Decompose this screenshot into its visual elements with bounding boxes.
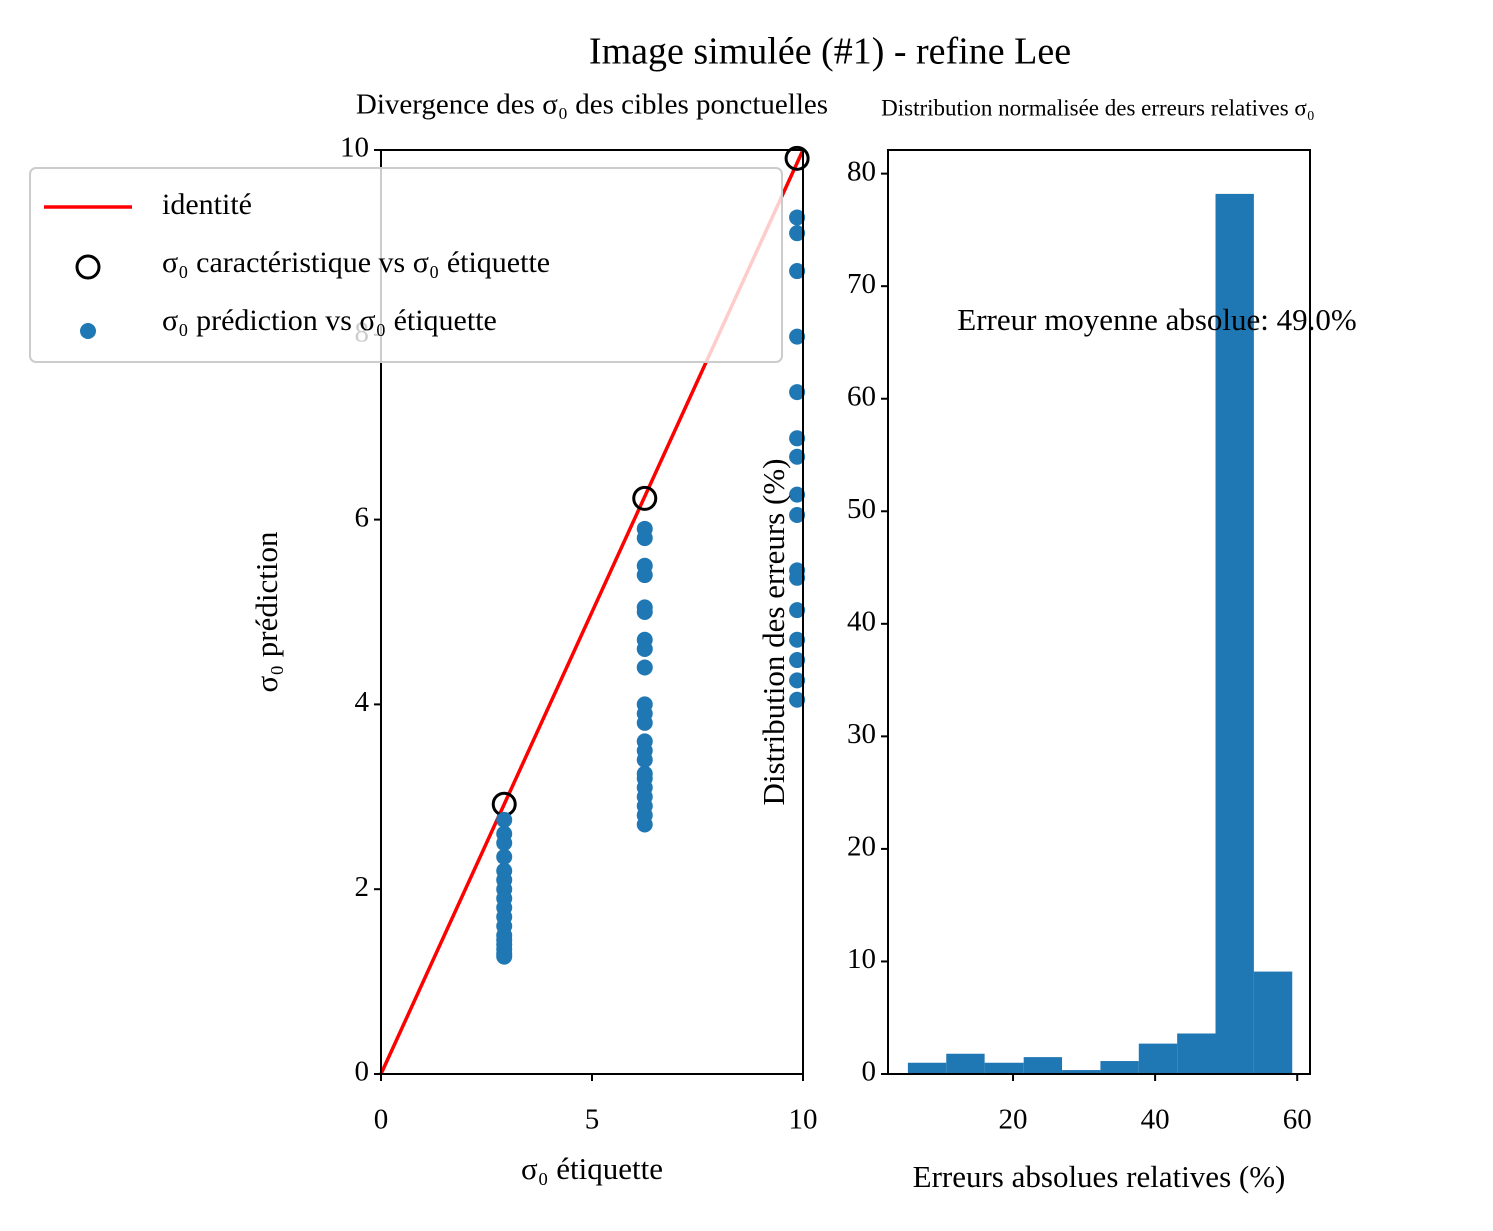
y-tick-label: 10 bbox=[340, 132, 369, 164]
legend: identité σ₀ caractéristique vs σ₀ étiquet… bbox=[29, 167, 783, 363]
prediction-point bbox=[636, 816, 653, 833]
y-axis-label: σ₀ prédiction bbox=[249, 531, 284, 692]
y-tick-label: 30 bbox=[847, 718, 876, 750]
prediction-point bbox=[636, 604, 653, 620]
prediction-point bbox=[789, 448, 806, 465]
y-axis-label: Distribution des erreurs (%) bbox=[756, 459, 791, 806]
legend-label: σ₀ caractéristique vs σ₀ étiquette bbox=[162, 246, 550, 279]
prediction-point bbox=[636, 714, 653, 731]
prediction-point bbox=[789, 209, 806, 226]
prediction-point bbox=[496, 835, 513, 851]
x-tick-label: 60 bbox=[1283, 1104, 1312, 1136]
target-marker bbox=[632, 485, 658, 511]
x-tick-label: 20 bbox=[999, 1104, 1028, 1136]
histogram-bar bbox=[907, 1062, 947, 1074]
histogram-bar bbox=[1138, 1043, 1178, 1074]
y-tick-label: 80 bbox=[847, 155, 876, 187]
histogram-bar bbox=[1215, 193, 1254, 1074]
annotation: Erreur moyenne absolue: 49.0% bbox=[957, 302, 1356, 337]
y-tick-label: 2 bbox=[355, 871, 370, 903]
legend-label: identité bbox=[162, 188, 252, 221]
axes-title: Divergence des σ₀ des cibles ponctuelles bbox=[356, 89, 828, 121]
axes-frame bbox=[380, 149, 804, 1075]
y-tick-label: 0 bbox=[862, 1056, 877, 1088]
histogram-bar bbox=[1100, 1061, 1139, 1074]
prediction-point bbox=[636, 751, 653, 768]
legend-swatch bbox=[75, 254, 101, 280]
y-tick-label: 6 bbox=[355, 501, 370, 533]
x-tick-label: 40 bbox=[1141, 1104, 1170, 1136]
x-tick-label: 10 bbox=[789, 1104, 818, 1136]
prediction-point bbox=[789, 384, 806, 401]
prediction-point bbox=[789, 652, 806, 669]
histogram-bar bbox=[984, 1062, 1024, 1074]
prediction-point bbox=[789, 691, 806, 708]
target-marker bbox=[784, 145, 810, 171]
x-axis-label: σ₀ étiquette bbox=[521, 1151, 663, 1186]
prediction-point bbox=[789, 225, 806, 242]
x-tick-label: 5 bbox=[585, 1104, 600, 1136]
axes-title: Distribution normalisée des erreurs rela… bbox=[881, 95, 1315, 120]
prediction-point bbox=[636, 659, 653, 676]
prediction-point bbox=[789, 602, 806, 619]
x-tick-label: 0 bbox=[374, 1104, 389, 1136]
prediction-point bbox=[636, 567, 653, 584]
y-tick-label: 0 bbox=[355, 1056, 370, 1088]
prediction-point bbox=[789, 486, 806, 503]
prediction-point bbox=[789, 430, 806, 447]
prediction-point bbox=[636, 530, 653, 547]
y-tick-label: 70 bbox=[847, 268, 876, 300]
y-tick-label: 10 bbox=[847, 943, 876, 975]
prediction-point bbox=[496, 948, 513, 965]
histogram-bar bbox=[1062, 1070, 1101, 1074]
y-tick-label: 4 bbox=[355, 686, 370, 718]
prediction-point bbox=[496, 848, 513, 865]
legend-box bbox=[29, 167, 783, 363]
x-axis-label: Erreurs absolues relatives (%) bbox=[913, 1159, 1286, 1194]
histogram-bar bbox=[1253, 971, 1293, 1074]
prediction-point bbox=[789, 631, 806, 648]
prediction-point bbox=[789, 569, 806, 586]
histogram-bar bbox=[946, 1053, 985, 1074]
y-tick-label: 60 bbox=[847, 380, 876, 412]
axes-frame bbox=[887, 149, 1311, 1075]
legend-swatch bbox=[80, 323, 96, 339]
prediction-point bbox=[789, 506, 806, 523]
prediction-point bbox=[789, 672, 806, 689]
y-tick-label: 40 bbox=[847, 605, 876, 637]
prediction-point bbox=[496, 811, 513, 828]
y-tick-label: 20 bbox=[847, 831, 876, 863]
histogram-bar bbox=[1023, 1057, 1063, 1074]
figure-title: Image simulée (#1) - refine Lee bbox=[589, 31, 1071, 73]
histogram-bar bbox=[1177, 1033, 1216, 1074]
prediction-point bbox=[636, 640, 653, 657]
prediction-point bbox=[789, 263, 806, 280]
legend-label: σ₀ prédiction vs σ₀ étiquette bbox=[162, 304, 497, 337]
y-tick-label: 50 bbox=[847, 493, 876, 525]
prediction-point bbox=[789, 328, 806, 345]
